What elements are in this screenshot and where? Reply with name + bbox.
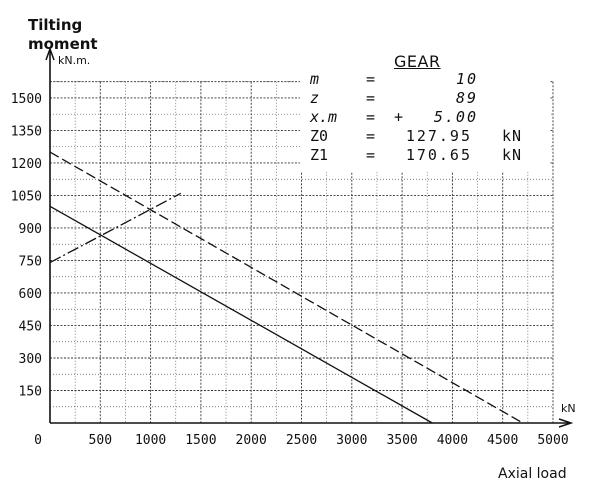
y-tick-label: 900 bbox=[19, 222, 42, 237]
axes bbox=[45, 46, 574, 428]
y-tick-labels: 150 300 450 600 750 900 1050 1200 1350 1500 bbox=[11, 92, 42, 400]
gear-sign: + bbox=[394, 108, 404, 126]
x-tick-label: 3000 bbox=[336, 433, 367, 448]
gear-value: 127.95 bbox=[405, 127, 472, 145]
gear-value: 89 bbox=[455, 89, 478, 107]
y-tick-label: 1500 bbox=[11, 92, 42, 107]
gear-row-z1: Z1 = 170.65 kN bbox=[310, 146, 550, 164]
gear-row-m: m = 10 bbox=[310, 70, 550, 88]
y-tick-label: 750 bbox=[19, 254, 42, 269]
x-tick-label: 2000 bbox=[236, 433, 267, 448]
gear-key: x.m bbox=[310, 108, 338, 126]
gear-key: m bbox=[310, 70, 320, 88]
y-axis-arrow bbox=[45, 46, 55, 61]
y-tick-label: 150 bbox=[19, 384, 42, 399]
x-tick-label: 5000 bbox=[537, 433, 568, 448]
x-axis-unit: kN bbox=[561, 402, 576, 415]
x-tick-label: 4000 bbox=[437, 433, 468, 448]
chart-title-line2: moment bbox=[28, 35, 98, 53]
gear-equals: = bbox=[366, 127, 376, 145]
x-tick-label: 2500 bbox=[286, 433, 317, 448]
gear-row-z: z = 89 bbox=[310, 89, 550, 107]
gear-unit: kN bbox=[502, 146, 523, 164]
series-line-solid bbox=[49, 205, 433, 424]
y-tick-label: 300 bbox=[19, 352, 42, 367]
x-tick-label: 3500 bbox=[386, 433, 417, 448]
gear-key: Z0 bbox=[310, 127, 329, 145]
chart-title-line1: Tilting bbox=[28, 16, 83, 34]
gear-parameters-box: GEAR m = 10 z = 89 x.m = + 5.00 Z0 = 127… bbox=[300, 52, 550, 172]
gear-value: 170.65 bbox=[405, 146, 472, 164]
gear-key: z bbox=[310, 89, 320, 107]
series-line-dashed bbox=[49, 151, 524, 424]
y-tick-label: 1200 bbox=[11, 157, 42, 172]
gear-equals: = bbox=[366, 146, 376, 164]
gear-value: 5.00 bbox=[433, 108, 478, 126]
y-tick-label: 450 bbox=[19, 319, 42, 334]
gear-equals: = bbox=[366, 108, 376, 126]
gear-unit: kN bbox=[502, 127, 523, 145]
y-tick-label: 600 bbox=[19, 287, 42, 302]
data-series bbox=[49, 151, 524, 424]
x-axis-arrow bbox=[558, 418, 574, 428]
gear-equals: = bbox=[366, 89, 376, 107]
y-tick-label: 1350 bbox=[11, 124, 42, 139]
x-tick-label: 0 bbox=[34, 433, 42, 448]
y-axis-unit: kN.m. bbox=[58, 54, 90, 67]
gear-equals: = bbox=[366, 70, 376, 88]
x-tick-label: 4500 bbox=[487, 433, 518, 448]
x-tick-labels: 0 500 1000 1500 2000 2500 3000 3500 4000 4500 5000 bbox=[34, 433, 569, 448]
x-axis-label: Axial load bbox=[498, 466, 567, 482]
x-tick-label: 500 bbox=[89, 433, 112, 448]
gear-row-xm: x.m = + 5.00 bbox=[310, 108, 550, 126]
y-tick-label: 1050 bbox=[11, 189, 42, 204]
gear-value: 10 bbox=[455, 70, 478, 88]
gear-key: Z1 bbox=[310, 146, 329, 164]
x-tick-label: 1500 bbox=[185, 433, 216, 448]
gear-title: GEAR bbox=[394, 52, 441, 71]
gear-row-z0: Z0 = 127.95 kN bbox=[310, 127, 550, 145]
series-line-dash-dot bbox=[49, 192, 182, 264]
x-tick-label: 1000 bbox=[135, 433, 166, 448]
